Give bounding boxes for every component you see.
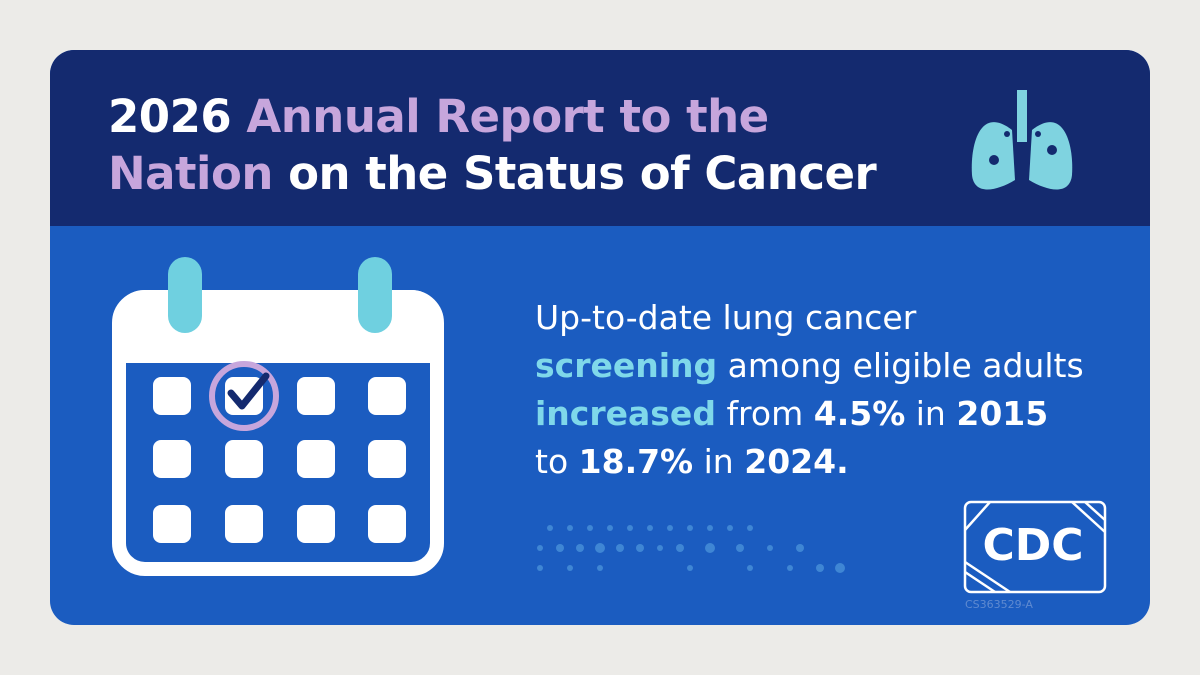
text: in xyxy=(703,442,734,481)
day-grid xyxy=(153,377,406,543)
title-part: on the Status of Cancer xyxy=(288,147,877,200)
text: to xyxy=(535,442,569,481)
ring xyxy=(168,257,202,333)
card: 2026 Annual Report to the Nation on the … xyxy=(50,50,1150,625)
highlight: screening xyxy=(535,346,718,385)
header xyxy=(50,50,1150,226)
dots xyxy=(537,525,845,573)
trachea xyxy=(1017,90,1027,142)
title-part: 2026 xyxy=(108,90,232,143)
right-lung xyxy=(1029,122,1073,190)
ring xyxy=(358,257,392,333)
lungs-icon xyxy=(971,90,1073,190)
logo-rays xyxy=(964,501,1106,594)
title-part: Annual Report to the xyxy=(246,90,769,143)
code: CS363529-A xyxy=(965,598,1033,611)
logo-text: CDC xyxy=(982,520,1084,571)
text: Up-to-date lung cancer xyxy=(535,298,917,337)
statement: Up-to-date lung cancer screening among e… xyxy=(535,294,1135,486)
text: in xyxy=(915,394,946,433)
text: from xyxy=(726,394,804,433)
highlight: increased xyxy=(535,394,716,433)
logo-frame xyxy=(963,500,1107,594)
title-part: Nation xyxy=(108,147,273,200)
cdc-logo xyxy=(963,500,1107,594)
figure: 18.7% xyxy=(578,442,694,481)
figure: 4.5% xyxy=(813,394,906,433)
virus-dots xyxy=(989,131,1057,165)
check-mark xyxy=(227,372,270,410)
title: 2026 Annual Report to the Nation on the … xyxy=(108,88,948,202)
illustration xyxy=(112,90,1107,594)
year: 2024. xyxy=(744,442,849,481)
check-circle xyxy=(209,361,279,431)
text: among eligible adults xyxy=(727,346,1084,385)
year: 2015 xyxy=(956,394,1049,433)
calendar-icon xyxy=(112,257,444,576)
